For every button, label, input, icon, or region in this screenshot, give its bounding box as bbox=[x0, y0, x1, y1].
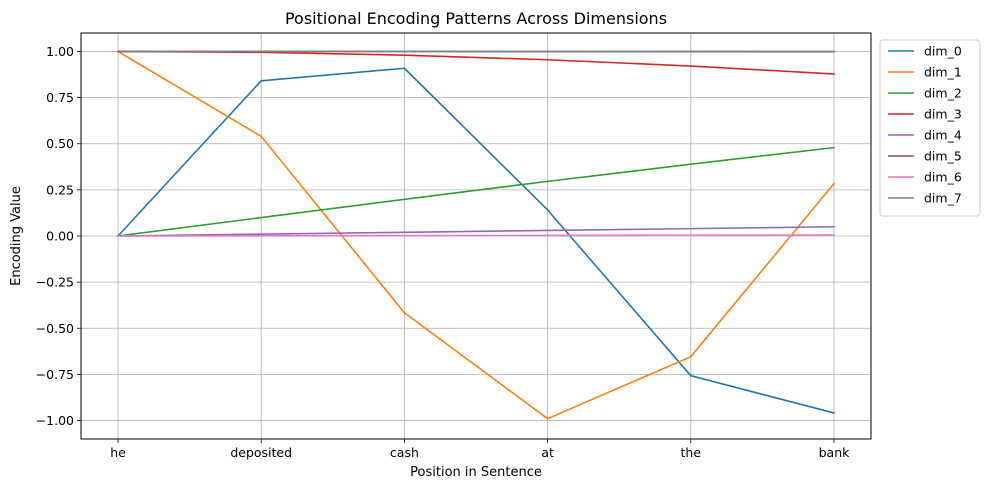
series-layer bbox=[116, 50, 836, 420]
y-tick-label: 0.75 bbox=[46, 90, 74, 105]
y-tick-label: −0.50 bbox=[36, 321, 74, 336]
x-tick-label: at bbox=[541, 445, 554, 460]
y-tick-label: 0.50 bbox=[46, 136, 74, 151]
chart-title: Positional Encoding Patterns Across Dime… bbox=[285, 9, 667, 28]
ticks-layer: 1.00 0.75 0.50 0.25 0.00 −0.25 −0.50 −0.75 −1.00… bbox=[36, 44, 850, 460]
series-line-dim_6 bbox=[117, 234, 835, 237]
x-tick-label: bank bbox=[819, 445, 851, 460]
y-tick-label: 0.00 bbox=[46, 229, 74, 244]
series-line-dim_1 bbox=[116, 50, 836, 420]
y-tick-label: 1.00 bbox=[46, 44, 74, 59]
series-line-dim_4 bbox=[117, 225, 835, 237]
legend-label: dim_4 bbox=[924, 128, 962, 143]
legend-label: dim_0 bbox=[924, 44, 962, 59]
legend-label: dim_7 bbox=[924, 191, 962, 206]
y-tick-label: −1.00 bbox=[36, 413, 74, 428]
legend: dim_0 dim_1 dim_2 dim_3 dim_4 dim_5 dim_6 dim_7 bbox=[879, 39, 981, 217]
x-tick-label: the bbox=[681, 445, 702, 460]
x-tick-label: cash bbox=[390, 445, 419, 460]
y-axis-label: Encoding Value bbox=[9, 186, 24, 286]
x-tick-label: deposited bbox=[230, 445, 292, 460]
legend-label: dim_6 bbox=[924, 170, 962, 185]
legend-label: dim_3 bbox=[924, 107, 962, 122]
series-line-dim_2 bbox=[117, 146, 835, 237]
x-tick-label: he bbox=[110, 445, 126, 460]
series-line-dim_0 bbox=[116, 67, 835, 414]
legend-label: dim_5 bbox=[924, 149, 962, 164]
legend-label: dim_1 bbox=[924, 65, 962, 80]
x-axis-label: Position in Sentence bbox=[410, 465, 542, 480]
legend-label: dim_2 bbox=[924, 86, 962, 101]
y-tick-label: −0.25 bbox=[36, 275, 74, 290]
y-tick-label: 0.25 bbox=[46, 182, 74, 197]
legend-box bbox=[879, 39, 981, 217]
series-line-dim_3 bbox=[117, 50, 835, 75]
y-tick-label: −0.75 bbox=[36, 367, 74, 382]
